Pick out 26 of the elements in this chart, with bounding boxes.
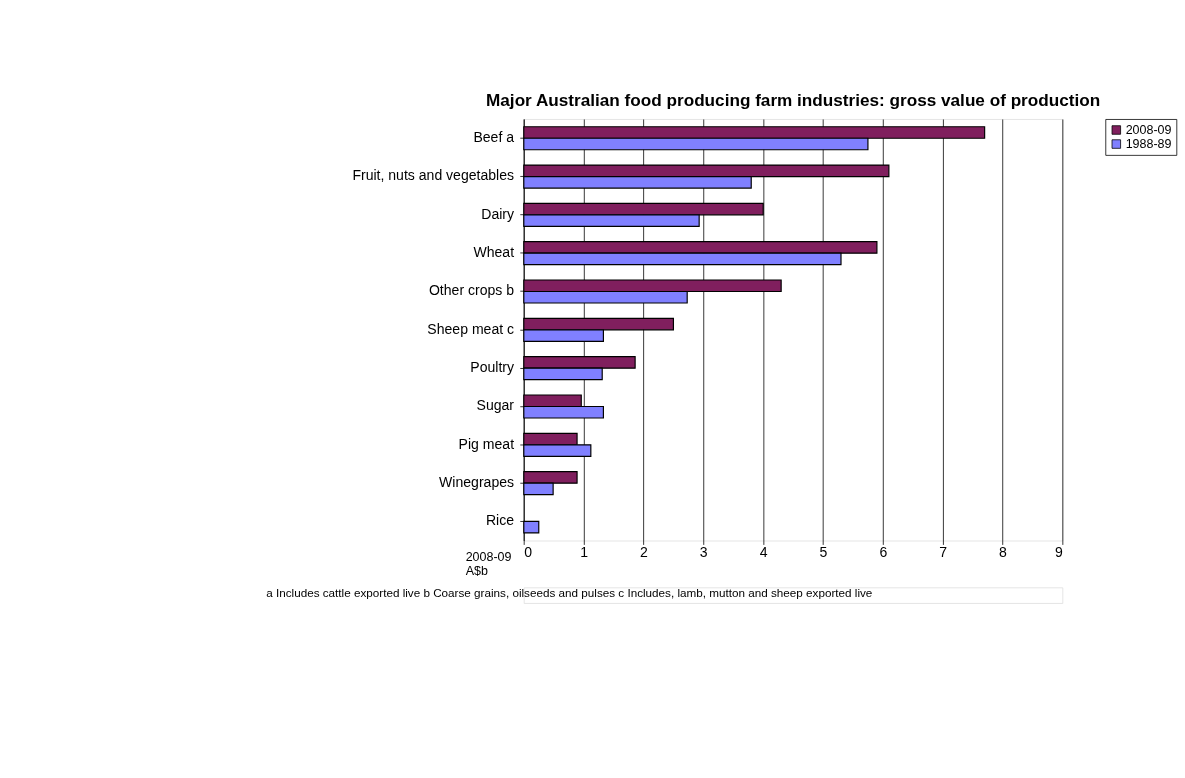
x-tick-label: 8 — [999, 544, 1008, 561]
y-tick-label: Sugar — [476, 397, 515, 414]
legend-label: 2008-09 — [1125, 122, 1172, 137]
x-tick-label: 2 — [639, 544, 648, 561]
x-tick-label: 6 — [879, 544, 888, 561]
y-tick-label: Wheat — [473, 244, 515, 261]
chart-title: Major Australian food producing farm industries: gross value of production — [486, 89, 1101, 110]
x-tick-label: 0 — [524, 544, 533, 561]
legend-label: 1988-89 — [1125, 136, 1172, 151]
x-tick-label: 1 — [580, 544, 589, 561]
y-tick-label: Rice — [485, 512, 515, 529]
x-tick-label: 5 — [819, 544, 828, 561]
y-tick-label: Poultry — [470, 359, 515, 376]
x-tick-label: 7 — [939, 544, 948, 561]
x-axis-title: 2008-09 A$b — [465, 549, 512, 578]
y-tick-label: Sheep meat c — [427, 320, 515, 337]
text: a Includes cattle exported live b Coarse grains, oilseeds and pulses c Includes, lamb, mutton and sheep exported live — [266, 585, 873, 599]
y-tick-label: Other crops b — [428, 282, 515, 299]
y-tick-label: Dairy — [481, 205, 515, 222]
y-tick-label: Pig meat — [458, 435, 515, 452]
x-tick-label: 3 — [699, 544, 708, 561]
x-tick-label: 9 — [1055, 544, 1064, 561]
y-tick-label: Fruit, nuts and vegetables — [352, 167, 515, 184]
y-tick-label: Beef a — [473, 129, 515, 146]
y-tick-label: Winegrapes — [439, 474, 515, 491]
x-tick-label: 4 — [759, 544, 768, 561]
